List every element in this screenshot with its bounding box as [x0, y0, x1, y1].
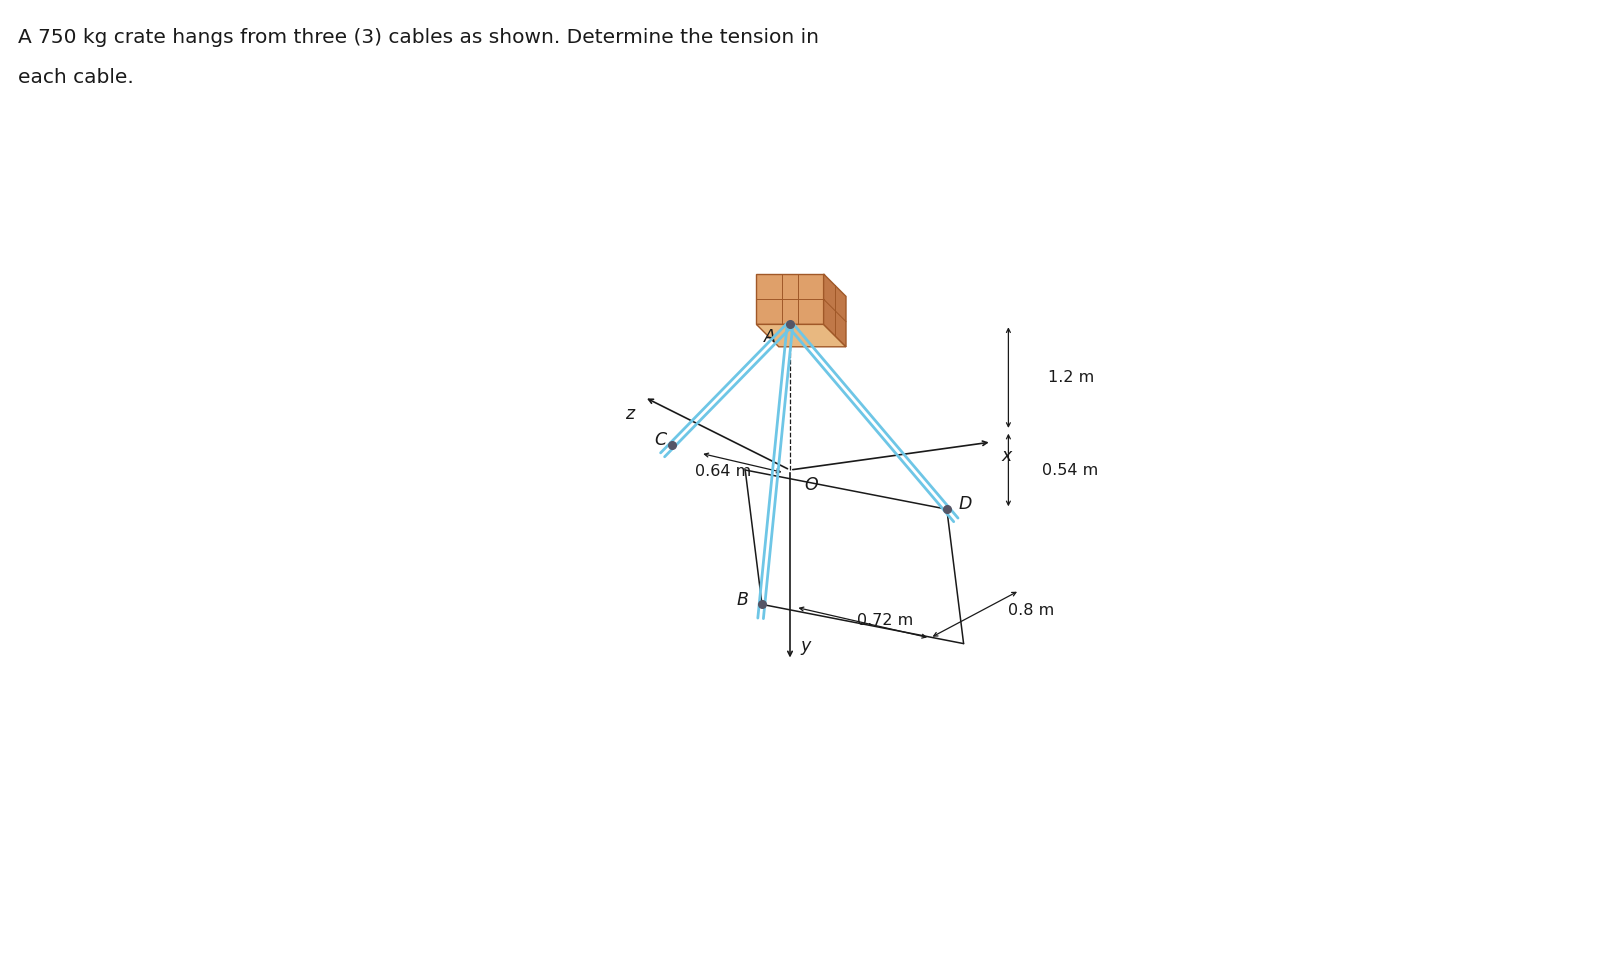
- Text: each cable.: each cable.: [18, 68, 134, 87]
- Text: z: z: [625, 405, 634, 423]
- Text: 0.64 m: 0.64 m: [694, 464, 751, 479]
- Text: 1.2 m: 1.2 m: [1047, 370, 1094, 385]
- Polygon shape: [757, 274, 823, 325]
- Text: A: A: [763, 329, 776, 346]
- Text: O: O: [804, 476, 818, 494]
- Polygon shape: [757, 325, 846, 347]
- Text: x: x: [1002, 447, 1012, 465]
- Text: 0.54 m: 0.54 m: [1043, 463, 1098, 477]
- Text: 0.72 m: 0.72 m: [857, 613, 914, 628]
- Text: 0.8 m: 0.8 m: [1009, 603, 1054, 617]
- Text: B: B: [736, 591, 747, 609]
- Text: y: y: [801, 638, 810, 655]
- Text: A 750 kg crate hangs from three (3) cables as shown. Determine the tension in: A 750 kg crate hangs from three (3) cabl…: [18, 28, 818, 47]
- Text: D: D: [959, 495, 972, 513]
- Polygon shape: [823, 274, 846, 347]
- Text: C: C: [654, 431, 667, 449]
